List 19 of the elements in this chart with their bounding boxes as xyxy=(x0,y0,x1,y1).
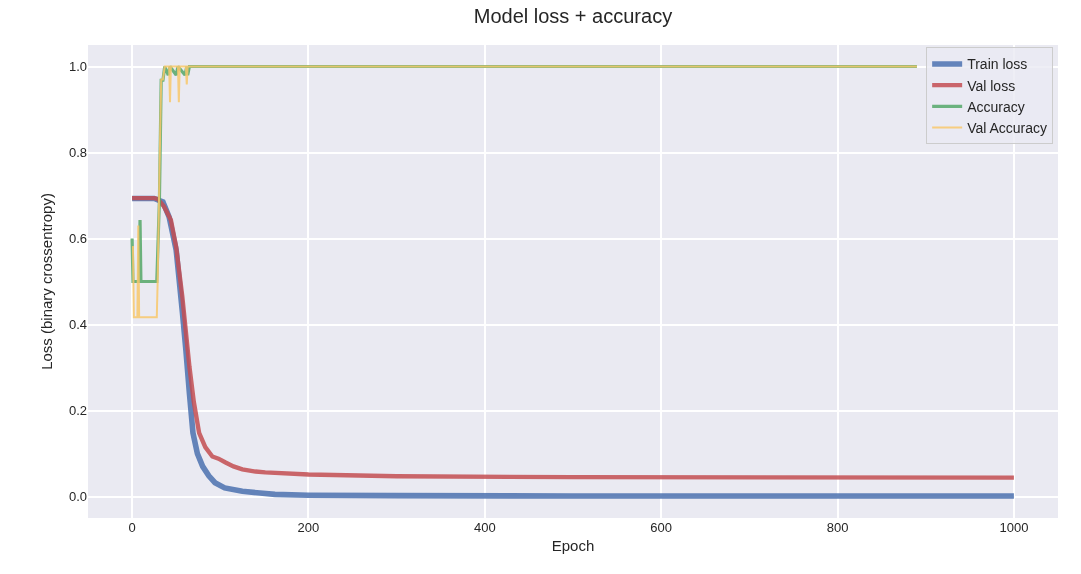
x-tick-label: 400 xyxy=(473,520,496,535)
legend-label: Val loss xyxy=(967,77,1016,94)
legend-label: Accuracy xyxy=(967,98,1025,115)
x-tick-label: 600 xyxy=(650,520,673,535)
y-tick-label: 0.2 xyxy=(68,403,87,419)
y-tick-label: 1.0 xyxy=(68,59,87,75)
y-axis-title: Loss (binary crossentropy) xyxy=(38,193,56,370)
x-tick-label: 200 xyxy=(297,520,320,535)
x-tick-label: 1000 xyxy=(999,520,1029,535)
y-tick-label: 0.0 xyxy=(68,489,87,505)
legend-label: Train loss xyxy=(967,56,1028,73)
x-tick-label: 0 xyxy=(128,520,136,535)
legend-label: Val Accuracy xyxy=(967,120,1048,137)
x-axis-title: Epoch xyxy=(551,537,595,554)
y-tick-label: 0.4 xyxy=(68,317,87,333)
chart-title: Model loss + accuracy xyxy=(473,4,673,27)
y-tick-label: 0.8 xyxy=(68,145,87,161)
x-tick-label: 800 xyxy=(826,520,849,535)
y-tick-label: 0.6 xyxy=(68,231,87,247)
